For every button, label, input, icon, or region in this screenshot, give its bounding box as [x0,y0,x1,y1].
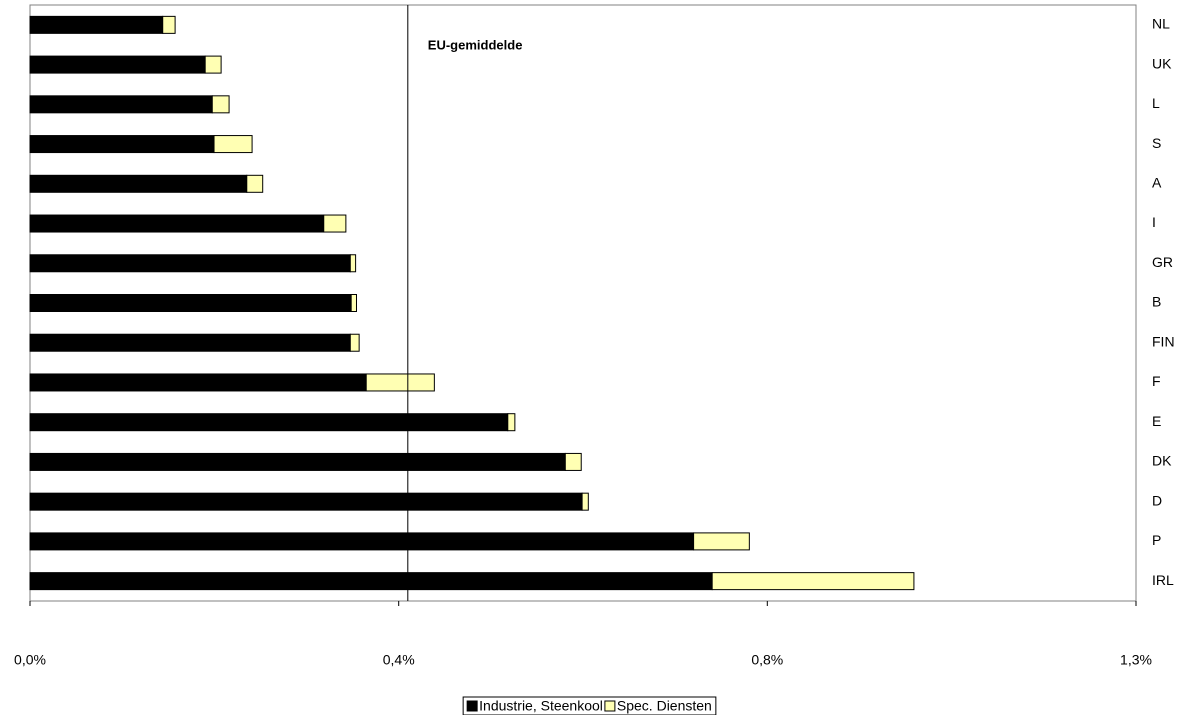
category-label: B [1152,294,1161,310]
bar-segment [29,413,509,432]
x-tick-label: 0,0% [14,652,46,668]
legend-swatch [604,700,616,712]
bar-segment [29,452,566,471]
category-label: IRL [1152,572,1174,588]
category-label: E [1152,413,1161,429]
bar-segment [365,373,435,392]
bar-segment [29,532,695,551]
bar-segment [246,174,264,193]
bar-segment [29,95,213,114]
bar-segment [29,174,248,193]
bar-segment [29,55,206,74]
legend-label: Industrie, Steenkool [479,698,603,714]
category-label: P [1152,532,1161,548]
bar-segment [29,572,713,591]
bar-segment [350,294,357,312]
x-tick-label: 1,3% [1120,652,1152,668]
category-label: DK [1152,453,1172,469]
legend-swatch [466,700,478,712]
bar-segment [211,95,230,114]
bar-segment [29,214,325,233]
bar-segment [29,294,352,312]
bar-segment [29,135,215,154]
category-label: S [1152,135,1161,151]
category-label: D [1152,492,1162,508]
x-tick-label: 0,8% [751,652,783,668]
bar-segment [162,15,176,34]
bar-segment [29,492,583,511]
bar-segment [507,413,516,432]
category-label: F [1152,373,1161,389]
category-label: NL [1152,16,1170,32]
category-label: I [1152,214,1156,230]
bar-segment [29,333,351,352]
category-label: GR [1152,254,1173,270]
legend: Industrie, Steenkool Spec. Diensten [462,696,717,716]
bar-segment [29,254,351,273]
bar-segment [29,373,367,392]
bar-segment [323,214,347,233]
bar-segment [349,254,357,273]
category-label: FIN [1152,333,1175,349]
category-label: L [1152,95,1160,111]
x-tick-label: 0,4% [383,652,415,668]
bar-segment [213,135,253,154]
bar-segment [29,15,164,34]
category-label: UK [1152,55,1172,71]
bar-segment [349,333,360,352]
bar-segment [204,55,222,74]
reference-label: EU-gemiddelde [428,37,523,52]
bar-segment [693,532,750,551]
bar-segment [581,492,589,511]
category-label: A [1152,175,1162,191]
bar-segment [564,452,582,471]
bar-segment [711,572,915,591]
legend-label: Spec. Diensten [617,698,712,714]
